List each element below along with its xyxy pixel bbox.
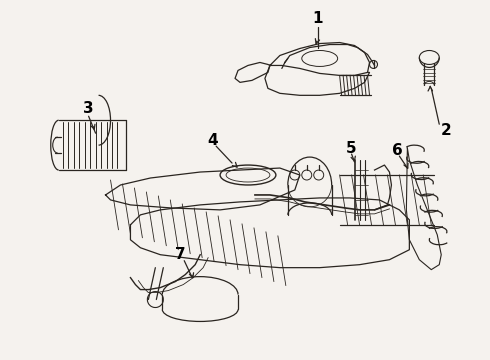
Text: 5: 5 <box>346 141 357 156</box>
Text: 3: 3 <box>83 101 94 116</box>
Text: 1: 1 <box>313 11 323 26</box>
Text: 7: 7 <box>175 247 186 262</box>
Text: 2: 2 <box>441 123 452 138</box>
Text: 4: 4 <box>207 132 218 148</box>
Text: 6: 6 <box>392 143 403 158</box>
